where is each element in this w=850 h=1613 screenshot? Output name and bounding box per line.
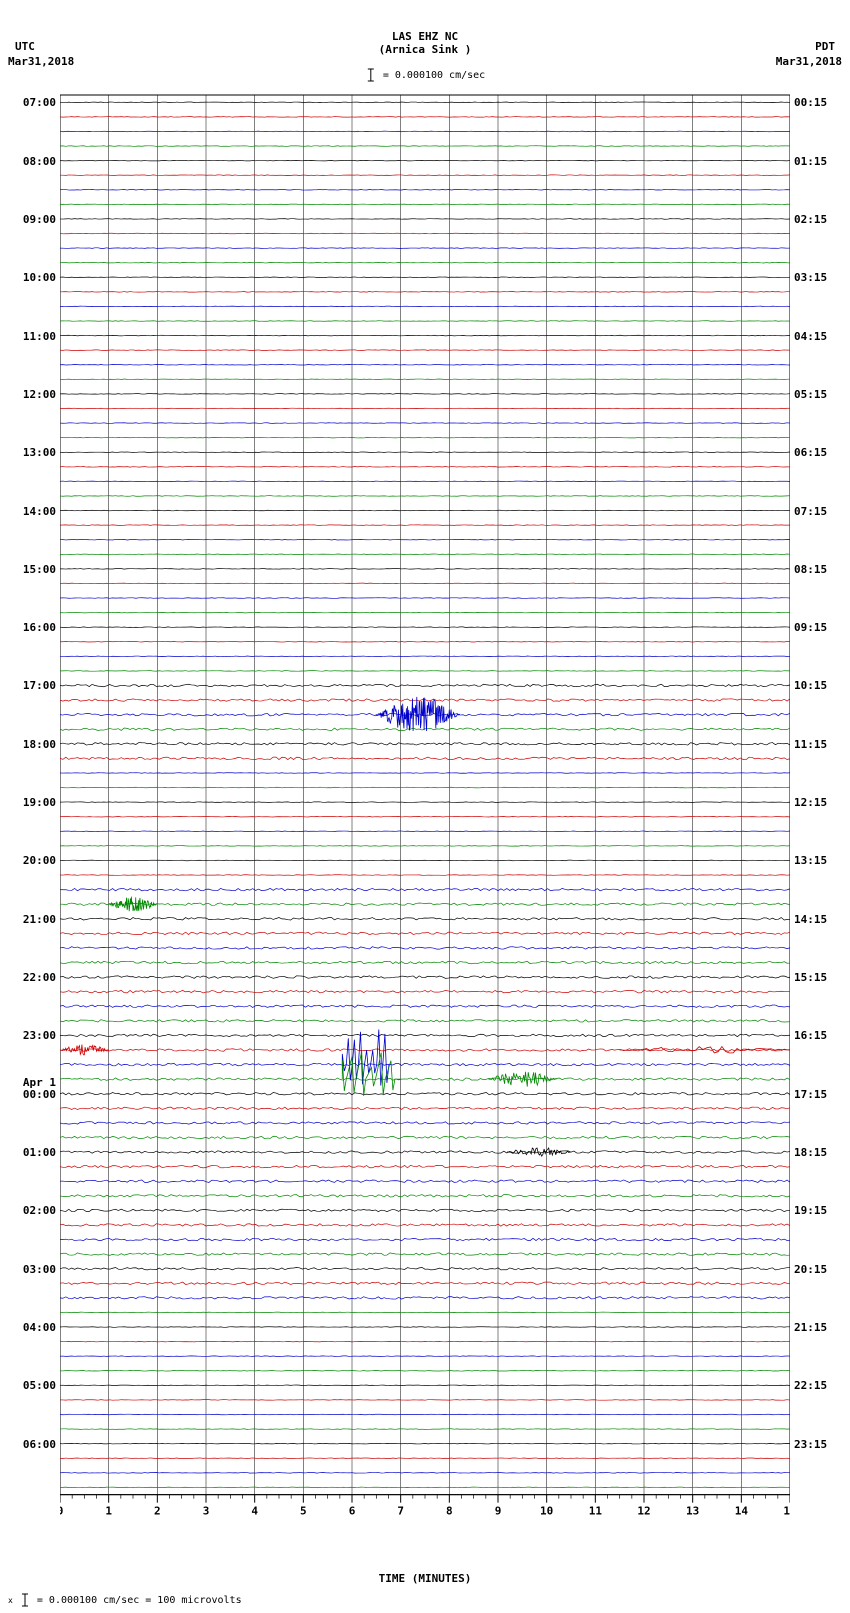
left-time: 05:00 <box>8 1379 56 1392</box>
right-time: 08:15 <box>794 563 842 576</box>
svg-text:7: 7 <box>397 1505 404 1518</box>
right-time: 16:15 <box>794 1029 842 1042</box>
svg-text:6: 6 <box>349 1505 356 1518</box>
left-time: 21:00 <box>8 913 56 926</box>
left-time: 23:00 <box>8 1029 56 1042</box>
left-time: 08:00 <box>8 155 56 168</box>
left-time: 16:00 <box>8 621 56 634</box>
svg-text:4: 4 <box>251 1505 258 1518</box>
right-time: 21:15 <box>794 1321 842 1334</box>
left-time: 09:00 <box>8 213 56 226</box>
right-time: 14:15 <box>794 913 842 926</box>
left-time: 18:00 <box>8 738 56 751</box>
footer: x = 0.000100 cm/sec = 100 microvolts <box>8 1593 242 1607</box>
footer-text: = 0.000100 cm/sec = 100 microvolts <box>37 1595 242 1606</box>
seismogram-container: UTC PDT Mar31,2018 Mar31,2018 LAS EHZ NC… <box>0 0 850 1613</box>
right-time: 06:15 <box>794 446 842 459</box>
station-name: LAS EHZ NC <box>0 30 850 43</box>
chart-header: LAS EHZ NC (Arnica Sink ) <box>0 0 850 56</box>
svg-text:12: 12 <box>637 1505 650 1518</box>
left-time: 04:00 <box>8 1321 56 1334</box>
left-time: 10:00 <box>8 271 56 284</box>
date-right: Mar31,2018 <box>776 55 842 68</box>
svg-text:1: 1 <box>105 1505 112 1518</box>
svg-text:0: 0 <box>60 1505 63 1518</box>
seismogram-svg: 0123456789101112131415 <box>60 90 790 1530</box>
right-time: 23:15 <box>794 1438 842 1451</box>
right-time: 09:15 <box>794 621 842 634</box>
right-time: 18:15 <box>794 1146 842 1159</box>
chart-area: 0123456789101112131415 <box>60 90 790 1530</box>
right-time: 22:15 <box>794 1379 842 1392</box>
svg-text:11: 11 <box>589 1505 603 1518</box>
svg-text:8: 8 <box>446 1505 453 1518</box>
right-time: 10:15 <box>794 679 842 692</box>
svg-text:15: 15 <box>783 1505 790 1518</box>
svg-text:13: 13 <box>686 1505 699 1518</box>
left-time: 17:00 <box>8 679 56 692</box>
right-time: 11:15 <box>794 738 842 751</box>
right-time: 03:15 <box>794 271 842 284</box>
left-time: 07:00 <box>8 96 56 109</box>
location-name: (Arnica Sink ) <box>0 43 850 56</box>
svg-text:14: 14 <box>735 1505 749 1518</box>
left-time: 14:00 <box>8 505 56 518</box>
right-time: 02:15 <box>794 213 842 226</box>
left-time: 20:00 <box>8 854 56 867</box>
date-left: Mar31,2018 <box>8 55 74 68</box>
right-time: 19:15 <box>794 1204 842 1217</box>
left-time: 03:00 <box>8 1263 56 1276</box>
left-time: 00:00 <box>8 1088 56 1101</box>
svg-text:3: 3 <box>203 1505 210 1518</box>
left-time: 11:00 <box>8 330 56 343</box>
x-axis-label: TIME (MINUTES) <box>379 1572 472 1585</box>
utc-label: UTC <box>15 40 35 53</box>
right-time: 05:15 <box>794 388 842 401</box>
apr-label: Apr 1 <box>8 1076 56 1089</box>
left-time: 22:00 <box>8 971 56 984</box>
pdt-label: PDT <box>815 40 835 53</box>
right-time: 00:15 <box>794 96 842 109</box>
left-time: 13:00 <box>8 446 56 459</box>
right-time: 01:15 <box>794 155 842 168</box>
left-time: 01:00 <box>8 1146 56 1159</box>
right-time: 04:15 <box>794 330 842 343</box>
svg-text:2: 2 <box>154 1505 161 1518</box>
left-time: 02:00 <box>8 1204 56 1217</box>
right-time: 12:15 <box>794 796 842 809</box>
left-time: 15:00 <box>8 563 56 576</box>
left-time: 06:00 <box>8 1438 56 1451</box>
scale-reference: = 0.000100 cm/sec <box>365 68 485 82</box>
right-time: 17:15 <box>794 1088 842 1101</box>
svg-text:10: 10 <box>540 1505 553 1518</box>
right-time: 20:15 <box>794 1263 842 1276</box>
right-time: 13:15 <box>794 854 842 867</box>
svg-text:9: 9 <box>495 1505 502 1518</box>
svg-text:5: 5 <box>300 1505 307 1518</box>
right-time: 07:15 <box>794 505 842 518</box>
scale-text: = 0.000100 cm/sec <box>383 70 485 81</box>
left-time: 12:00 <box>8 388 56 401</box>
left-time: 19:00 <box>8 796 56 809</box>
right-time: 15:15 <box>794 971 842 984</box>
